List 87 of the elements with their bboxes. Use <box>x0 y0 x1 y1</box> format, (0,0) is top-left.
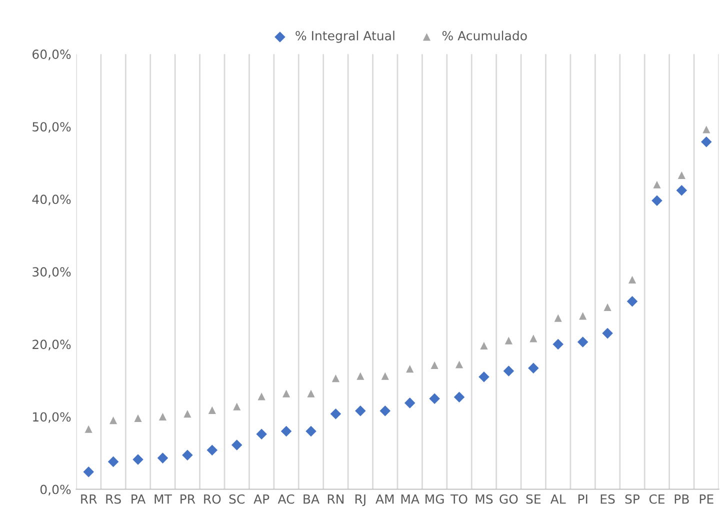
point <box>530 334 538 342</box>
point <box>134 414 142 422</box>
x-tick-label: GO <box>500 494 518 504</box>
x-tick-label: AP <box>254 494 270 504</box>
point <box>280 426 292 437</box>
x-tick-label: PA <box>132 494 146 504</box>
x-tick-label: AC <box>278 494 294 504</box>
point <box>380 406 391 416</box>
point <box>678 171 686 179</box>
x-tick-label: SE <box>526 494 541 504</box>
point <box>258 392 266 400</box>
x-tick-label: ES <box>600 494 615 504</box>
x-tick-label: AL <box>550 494 566 504</box>
x-tick-label: PR <box>180 494 196 504</box>
point <box>132 454 144 465</box>
point <box>702 126 710 134</box>
x-tick-label: RJ <box>355 494 366 506</box>
point <box>109 416 118 424</box>
y-tick-label: 30,0% <box>32 267 71 278</box>
point <box>356 372 364 380</box>
point <box>206 444 218 456</box>
x-tick-label: RR <box>81 494 97 504</box>
point <box>577 336 588 348</box>
point <box>208 406 216 414</box>
y-tick-label: 50,0% <box>32 122 71 133</box>
x-tick-label: RO <box>204 494 221 504</box>
point <box>478 371 490 382</box>
point <box>381 372 389 380</box>
point <box>480 342 488 350</box>
x-tick-label: SC <box>229 494 245 504</box>
point <box>552 338 564 350</box>
x-tick-label: RN <box>328 494 344 504</box>
point <box>108 456 119 468</box>
point <box>332 374 340 382</box>
point <box>701 136 712 148</box>
point <box>233 402 241 410</box>
point <box>454 392 465 403</box>
point <box>404 398 416 408</box>
point <box>429 393 440 404</box>
x-tick-label: PE <box>700 494 714 504</box>
point <box>307 390 315 398</box>
x-tick-label: AM <box>376 494 394 504</box>
x-tick-label: SP <box>625 494 640 504</box>
point <box>157 452 168 464</box>
y-tick-label: 60,0% <box>32 50 71 60</box>
x-tick-label: PI <box>578 494 588 504</box>
point <box>355 406 366 416</box>
point <box>184 410 192 418</box>
y-tick-label: 40,0% <box>32 194 71 206</box>
point <box>579 312 587 320</box>
point <box>652 195 662 206</box>
point <box>554 314 562 322</box>
point <box>84 425 92 433</box>
point <box>503 366 514 376</box>
legend-label: % Integral Atual <box>296 30 394 43</box>
legend-label: % Acumulado <box>442 30 527 40</box>
point <box>602 328 613 339</box>
point <box>406 365 414 373</box>
point <box>604 303 612 312</box>
point <box>528 362 539 374</box>
y-tick-label: 20,0% <box>32 340 71 350</box>
point <box>653 180 661 188</box>
x-tick-label: MG <box>426 494 444 504</box>
point <box>231 440 242 450</box>
point <box>628 276 636 284</box>
x-tick-label: MA <box>401 494 420 504</box>
x-tick-label: MT <box>154 494 172 504</box>
y-tick-label: 0,0% <box>40 484 71 496</box>
x-tick-label: CE <box>649 494 664 504</box>
y-tick-label: 10,0% <box>33 412 71 423</box>
point <box>282 390 290 398</box>
point <box>504 336 512 344</box>
point <box>182 450 193 461</box>
point <box>430 361 438 370</box>
point <box>626 296 638 307</box>
point <box>306 426 316 437</box>
point <box>330 408 342 420</box>
point <box>83 466 94 478</box>
x-tick-label: RS <box>106 494 121 504</box>
point <box>158 412 167 421</box>
point <box>676 185 688 196</box>
x-tick-label: PB <box>674 494 689 504</box>
x-tick-label: TO <box>450 494 468 504</box>
point <box>256 428 267 440</box>
x-tick-label: MS <box>476 494 493 504</box>
point <box>455 360 464 368</box>
x-tick-label: BA <box>304 494 320 504</box>
